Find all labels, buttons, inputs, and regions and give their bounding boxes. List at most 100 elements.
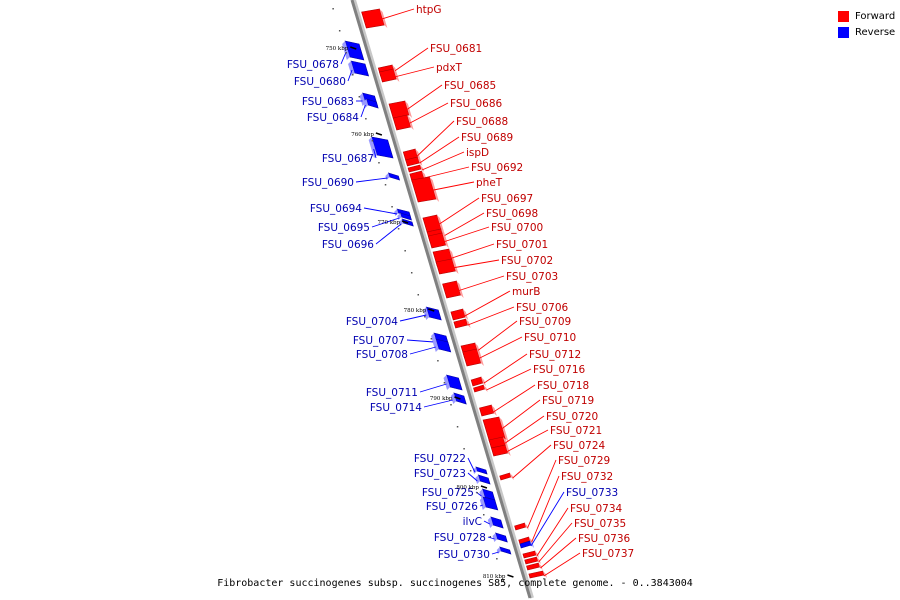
forward-gene-3-side	[404, 101, 413, 118]
minor-feature-dot	[482, 514, 485, 516]
forward-gene-22	[479, 404, 497, 417]
forward-gene-25	[490, 444, 511, 457]
minor-feature-dot	[332, 8, 334, 10]
forward-gene-label-13: FSU_0701	[496, 239, 548, 251]
forward-gene-26-side	[509, 473, 514, 480]
forward-gene-31-body	[526, 562, 541, 571]
forward-leader-12	[443, 226, 490, 243]
forward-leader-31	[540, 537, 577, 569]
forward-gene-31	[526, 562, 543, 571]
forward-gene-29-body	[522, 550, 537, 559]
reverse-gene-12	[443, 374, 463, 391]
reverse-leader-13	[423, 399, 453, 408]
reverse-gene-12-side	[443, 375, 451, 390]
scale-tick-label-6: 810 kbp	[483, 574, 506, 580]
reverse-gene-label-14: FSU_0722	[414, 453, 466, 465]
forward-leader-0	[378, 8, 415, 21]
reverse-gene-13-side	[450, 393, 457, 404]
forward-gene-27-side	[524, 523, 529, 530]
reverse-gene-17	[479, 496, 499, 511]
minor-feature-dot	[469, 470, 472, 472]
forward-gene-label-22: FSU_0718	[537, 380, 589, 392]
scale-tick-label-3: 780 kbp	[404, 308, 427, 314]
forward-gene-27-body	[514, 522, 527, 531]
reverse-gene-label-19: FSU_0728	[434, 532, 486, 544]
forward-gene-32	[528, 570, 548, 579]
minor-feature-dot	[463, 448, 465, 450]
reverse-gene-label-21: FSU_0733	[566, 487, 618, 499]
reverse-gene-label-15: FSU_0723	[414, 468, 466, 480]
forward-leader-17	[467, 306, 515, 326]
reverse-gene-label-2: FSU_0683	[302, 96, 354, 108]
legend-forward: Forward	[838, 8, 895, 24]
forward-gene-label-10: FSU_0697	[481, 193, 533, 205]
forward-leader-22	[493, 384, 536, 413]
reverse-gene-label-1: FSU_0680	[294, 76, 346, 88]
reverse-leader-8	[375, 223, 402, 245]
forward-leader-10	[437, 197, 480, 226]
reverse-swatch	[838, 26, 849, 38]
forward-leader-6	[419, 136, 460, 164]
forward-gene-label-32: FSU_0737	[582, 548, 634, 560]
backbone-shadow	[352, 0, 534, 599]
minor-feature-dot	[397, 228, 400, 230]
legend: Forward Reverse	[838, 8, 895, 40]
forward-gene-14-side	[451, 259, 459, 274]
forward-gene-20-body	[470, 376, 484, 387]
forward-gene-label-15: FSU_0703	[506, 271, 558, 283]
scale-tick-mark-1	[375, 132, 383, 136]
backbone	[350, 0, 532, 599]
reverse-leader-21	[530, 491, 565, 547]
reverse-gene-label-6: FSU_0694	[310, 203, 362, 215]
reverse-gene-6-side	[394, 209, 399, 216]
forward-gene-label-27: FSU_0729	[558, 455, 610, 467]
forward-gene-27	[514, 522, 529, 531]
forward-gene-17	[453, 318, 471, 329]
minor-feature-dot	[489, 536, 492, 538]
minor-feature-dot	[502, 580, 505, 582]
minor-feature-dot	[450, 404, 452, 406]
forward-gene-label-21: FSU_0716	[533, 364, 585, 376]
forward-gene-label-24: FSU_0720	[546, 411, 598, 423]
scale-tick-mark-5	[480, 485, 488, 489]
reverse-gene-19	[492, 532, 508, 543]
forward-leader-30	[538, 522, 573, 563]
reverse-gene-label-4: FSU_0687	[322, 153, 374, 165]
reverse-gene-label-20: FSU_0730	[438, 549, 490, 561]
forward-gene-label-23: FSU_0719	[542, 395, 594, 407]
minor-feature-dot	[437, 360, 439, 362]
scale-tick-label-4: 790 kbp	[430, 396, 453, 402]
minor-feature-dot	[424, 316, 426, 318]
forward-gene-label-17: FSU_0706	[516, 302, 568, 314]
reverse-gene-3-side	[363, 99, 369, 108]
reverse-gene-18	[487, 516, 504, 529]
forward-gene-20	[470, 376, 486, 387]
scale-tick-label-1: 760 kbp	[351, 132, 374, 138]
minor-feature-dot	[384, 184, 387, 186]
reverse-leader-0	[340, 51, 347, 65]
forward-gene-label-26: FSU_0724	[553, 440, 605, 452]
forward-gene-label-31: FSU_0736	[578, 533, 630, 545]
forward-label: Forward	[855, 10, 896, 22]
forward-gene-label-3: FSU_0685	[444, 80, 496, 92]
reverse-gene-18-side	[487, 517, 494, 528]
forward-gene-17-body	[453, 318, 469, 329]
minor-feature-dot	[417, 294, 420, 296]
forward-gene-26-body	[499, 472, 512, 481]
reverse-gene-label-12: FSU_0711	[366, 387, 418, 399]
forward-leader-23	[498, 399, 541, 432]
forward-gene-label-19: FSU_0710	[524, 332, 576, 344]
forward-swatch	[838, 10, 849, 22]
forward-gene-30-side	[536, 557, 541, 564]
reverse-leader-18	[483, 520, 490, 525]
minor-feature-dot	[391, 206, 393, 208]
minor-feature-dot	[443, 382, 446, 384]
reverse-leader-15	[467, 472, 478, 482]
forward-gene-32-side	[542, 571, 548, 578]
scale-tick-label-2: 770 kbp	[377, 220, 400, 226]
reverse-leader-20	[491, 551, 499, 555]
forward-gene-label-30: FSU_0735	[574, 518, 626, 530]
scale-tick-mark-4	[454, 396, 461, 400]
forward-leader-21	[486, 368, 532, 391]
